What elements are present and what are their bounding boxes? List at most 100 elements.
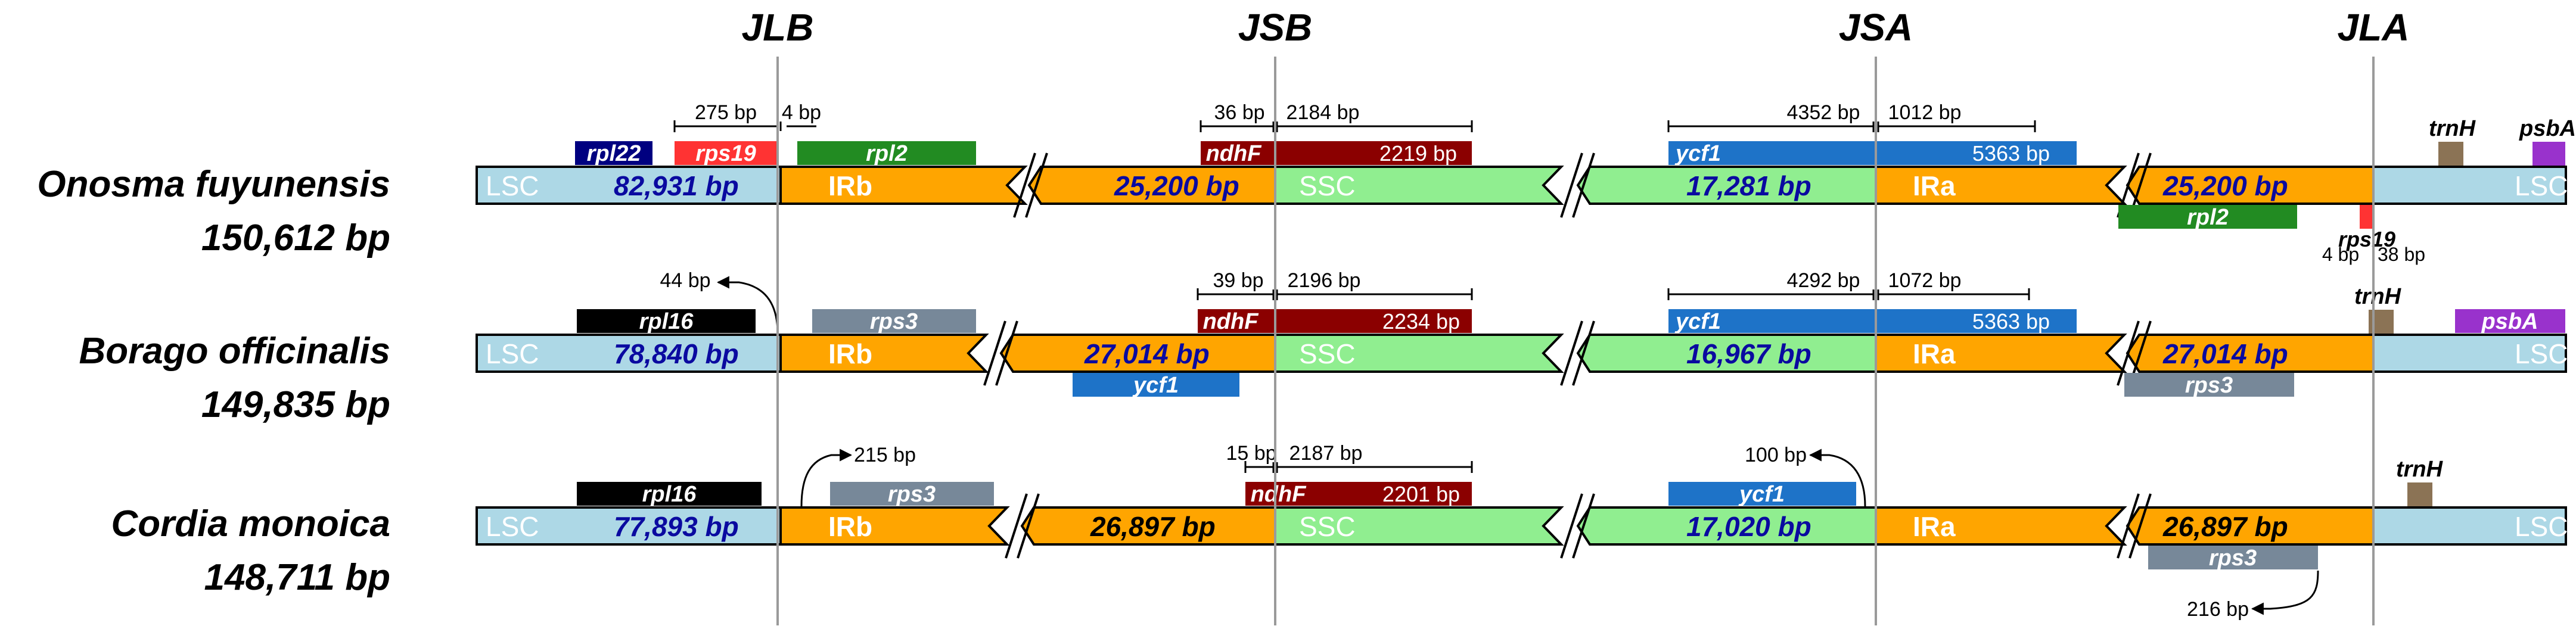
- junction-lines: [776, 57, 2375, 625]
- gene-ycf1-label: ycf1: [1738, 482, 1785, 507]
- gene-rps3-below-box: [2148, 546, 2318, 569]
- ira-length-label: 25,200 bp: [2162, 170, 2288, 201]
- jsb-distance-bracket: [1200, 120, 1473, 132]
- species-row-cordia: Cordia monoica 148,711 bp LSC 77,893 bp …: [111, 442, 2568, 621]
- ira-length-label: 26,897 bp: [2162, 511, 2288, 542]
- jsb-left-distance: 36 bp: [1214, 101, 1264, 124]
- lsc-left-segment: [476, 166, 782, 205]
- jsa-right-distance: 1012 bp: [1888, 101, 1962, 124]
- gene-rpl22-box: [575, 141, 652, 165]
- jlb-right-distance: 4 bp: [782, 101, 821, 124]
- ssc-continued-segment: [1576, 334, 1877, 373]
- irb-length-label: 25,200 bp: [1114, 170, 1239, 201]
- lsc-right-label: LSC: [2515, 170, 2568, 201]
- lsc-right-segment: [2372, 506, 2567, 546]
- gene-rpl16-label: rpl16: [642, 482, 697, 507]
- ssc-continued-segment: [1576, 166, 1877, 205]
- lsc-right-segment: [2372, 166, 2567, 205]
- gene-rps19-below-box: [2360, 205, 2375, 229]
- gene-rps3-below-label: rps3: [2209, 546, 2257, 571]
- gene-rpl16-box: [577, 309, 756, 333]
- gene-trnh-label: trnH: [2396, 457, 2444, 482]
- jsb-distance-bracket: [1197, 288, 1473, 300]
- gene-psba-label: psbA: [2519, 116, 2576, 141]
- lsc-left-segment: [476, 334, 782, 373]
- species-name: Borago officinalis: [79, 331, 391, 372]
- junction-labels: JLB JSB JSA JLA: [742, 6, 2410, 49]
- lsc-length-label: 78,840 bp: [614, 338, 739, 369]
- species-row-onosma: Onosma fuyunensis 150,612 bp LSC 82,931 …: [37, 101, 2576, 265]
- ssc-label: SSC: [1299, 338, 1356, 369]
- gene-rps3-box: [812, 309, 976, 333]
- irb-length-label: 26,897 bp: [1090, 511, 1216, 542]
- gene-rps3-label: rps3: [888, 482, 936, 507]
- gene-rps3-below-label: rps3: [2185, 373, 2233, 398]
- gene-ycf1-box: [1668, 141, 2077, 165]
- ssc-length-label: 17,281 bp: [1686, 170, 1811, 201]
- irb-label: IRb: [828, 511, 872, 542]
- gene-rps3-below-box: [2124, 373, 2294, 397]
- genome-size: 149,835 bp: [201, 384, 390, 425]
- species-name: Onosma fuyunensis: [37, 164, 390, 205]
- jla-distance: 216 bp: [2187, 598, 2249, 621]
- species-name: Cordia monoica: [111, 503, 390, 544]
- break-marks: [983, 320, 2152, 386]
- jsb-right-distance: 2184 bp: [1287, 101, 1360, 124]
- break-marks: [1005, 493, 2152, 559]
- gene-ndhf-box: [1245, 482, 1472, 506]
- jla-right-distance: 38 bp: [2378, 244, 2425, 265]
- gene-rpl16-box: [577, 482, 762, 506]
- jlb-distance-arc: [800, 449, 853, 507]
- jsa-right-distance: 1072 bp: [1888, 269, 1962, 292]
- jsa-left-distance: 4352 bp: [1787, 101, 1860, 124]
- jsb-right-distance: 2187 bp: [1289, 442, 1363, 465]
- lsc-left-label: LSC: [486, 170, 539, 201]
- irb-segment: [779, 506, 1010, 546]
- gene-ycf1-box: [1668, 309, 2077, 333]
- lsc-left-label: LSC: [486, 338, 539, 369]
- gene-ycf1-label: ycf1: [1674, 141, 1721, 166]
- jsb-left-distance: 39 bp: [1213, 269, 1263, 292]
- gene-ndhf-box: [1198, 309, 1472, 333]
- ira-length-label: 27,014 bp: [2162, 338, 2288, 369]
- irb-label: IRb: [828, 170, 872, 201]
- ssc-length-label: 16,967 bp: [1686, 338, 1811, 369]
- jsa-distance-arc: [1809, 449, 1866, 507]
- junction-label-jsa: JSA: [1839, 6, 1913, 49]
- ssc-length-label: 17,020 bp: [1686, 511, 1811, 542]
- junction-label-jla: JLA: [2338, 6, 2410, 49]
- jlb-distance: 215 bp: [854, 444, 916, 466]
- gene-ndhf-label: ndhF: [1203, 309, 1260, 334]
- irb-segment: [779, 166, 1028, 205]
- gene-psba-box: [2533, 142, 2565, 166]
- species-row-borago: Borago officinalis 149,835 bp LSC 78,840…: [79, 269, 2568, 425]
- gene-psba-label: psbA: [2481, 309, 2538, 334]
- jsa-left-distance: 4292 bp: [1787, 269, 1860, 292]
- irb-label: IRb: [828, 338, 872, 369]
- jla-left-distance: 4 bp: [2322, 244, 2359, 265]
- gene-ndhf-label: ndhF: [1206, 141, 1263, 166]
- gene-rpl2-below-box: [2118, 205, 2297, 229]
- lsc-right-label: LSC: [2515, 511, 2568, 542]
- gene-ndhf-box: [1201, 141, 1472, 165]
- genome-size: 150,612 bp: [201, 217, 390, 259]
- jla-distance-arc: [2251, 570, 2319, 615]
- gene-rpl2-box: [797, 141, 976, 165]
- gene-trnh-box: [2407, 482, 2432, 506]
- gene-rps19-below-label: rps19: [2338, 227, 2395, 251]
- gene-rpl16-label: rpl16: [639, 309, 694, 334]
- ira-label: IRa: [1913, 338, 1956, 369]
- gene-trnh-label: trnH: [2354, 284, 2402, 309]
- junction-label-jlb: JLB: [742, 6, 814, 49]
- gene-rpl22-label: rpl22: [587, 141, 641, 166]
- gene-trnh-label: trnH: [2429, 116, 2476, 141]
- ssc-label: SSC: [1299, 511, 1356, 542]
- gene-rpl2-label: rpl2: [866, 141, 908, 166]
- jsa-distance-bracket: [1667, 288, 2030, 300]
- jsb-right-distance: 2196 bp: [1288, 269, 1361, 292]
- junction-label-jsb: JSB: [1238, 6, 1313, 49]
- jsb-left-distance: 15 bp: [1226, 442, 1276, 465]
- irb-continued-segment: [999, 334, 1276, 373]
- gene-rpl2-below-label: rpl2: [2187, 205, 2229, 230]
